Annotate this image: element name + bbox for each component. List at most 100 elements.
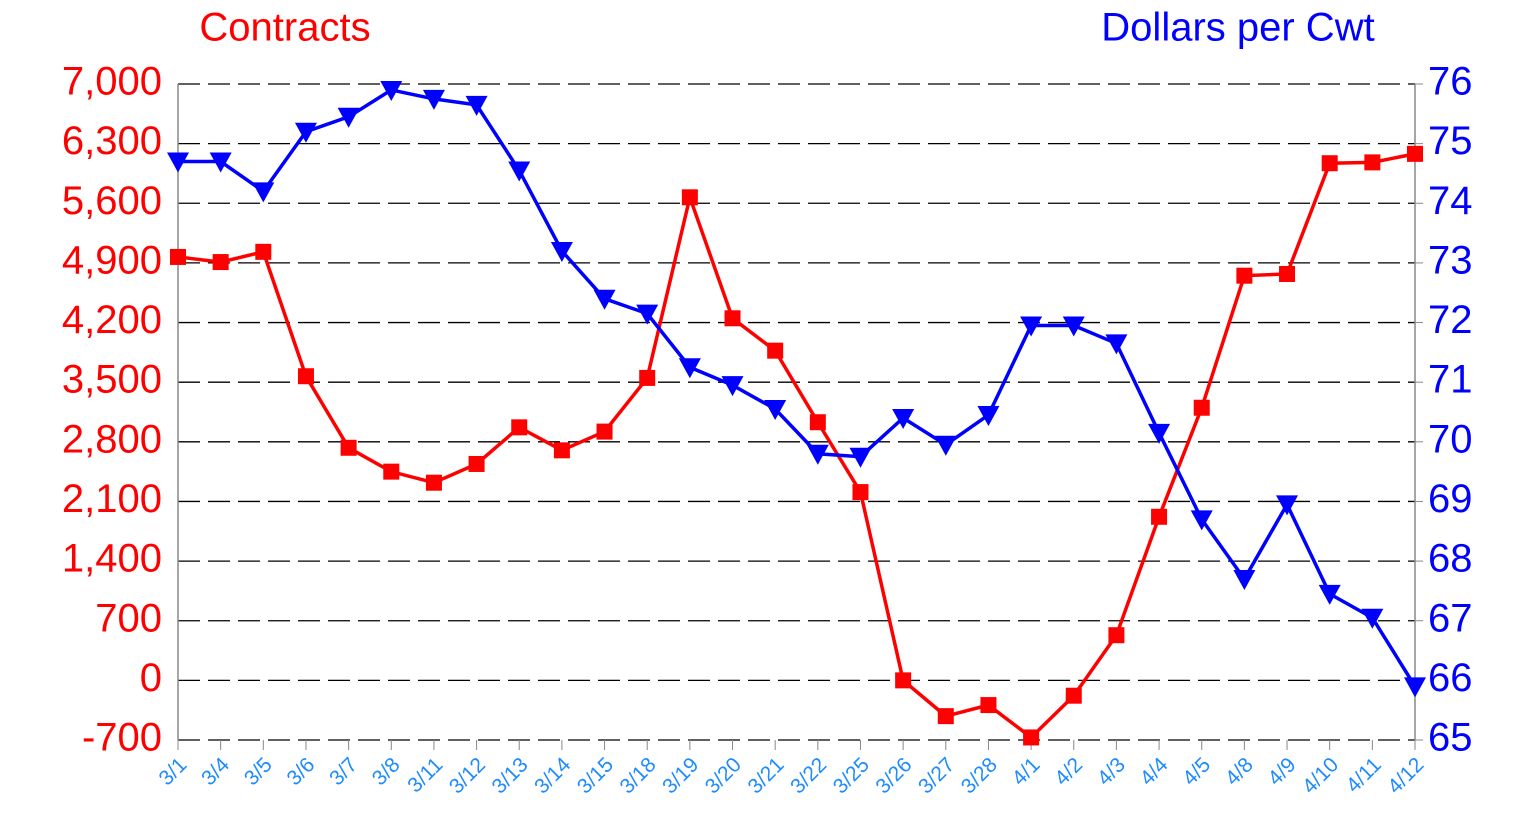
y2-tick-label: 69 [1428,477,1473,521]
y-tick-label: 7,000 [62,60,162,104]
marker [425,474,442,491]
marker [849,447,872,468]
marker [294,122,317,143]
x-tick-label: 4/3 [1093,753,1130,790]
y2-axis-title: Dollars per Cwt [1101,6,1374,50]
x-tick-label: 4/9 [1264,753,1301,790]
marker [636,304,659,325]
series-line [178,88,1417,688]
y2-tick-label: 73 [1428,238,1473,282]
x-tick-label: 4/10 [1298,753,1343,798]
marker [297,368,314,385]
x-tick-label: 4/8 [1221,753,1258,790]
x-tick-label: 3/26 [871,753,916,798]
y-tick-label: 4,900 [62,238,162,282]
marker [1279,265,1296,282]
marker [1062,316,1085,337]
x-tick-label: 3/25 [829,753,874,798]
marker [1404,677,1426,698]
marker [383,463,400,480]
marker [252,182,275,203]
x-tick-label: 4/4 [1136,753,1173,790]
marker [767,342,784,359]
y-tick-label: -700 [82,716,162,760]
x-tick-label: 3/19 [658,753,703,798]
marker [977,405,1000,426]
y-tick-label: 1,400 [62,537,162,581]
marker [721,376,744,397]
marker [1148,423,1171,444]
marker [1108,627,1125,644]
marker [1318,584,1341,605]
marker [593,289,616,310]
marker [167,152,189,173]
marker [764,400,787,421]
marker [380,80,403,101]
x-tick-label: 3/28 [957,753,1002,798]
marker [724,310,741,327]
marker [468,455,485,472]
marker [1233,569,1256,590]
y2-tick-label: 72 [1428,298,1473,342]
marker [553,442,570,459]
marker [1361,608,1384,629]
marker [1193,399,1210,416]
marker [255,243,272,260]
y2-tick-label: 66 [1428,656,1473,700]
marker [337,107,360,128]
y2-tick-label: 67 [1428,596,1473,640]
marker [465,95,488,116]
x-tick-label: 4/1 [1008,753,1045,790]
x-tick-label: 3/27 [914,753,959,798]
marker [1020,316,1043,337]
y-tick-label: 4,200 [62,298,162,342]
y-tick-label: 6,300 [62,119,162,163]
marker [511,419,528,436]
x-tick-label: 3/5 [240,753,277,790]
x-tick-label: 3/20 [701,753,746,798]
marker [895,672,912,689]
x-tick-label: 3/22 [786,753,831,798]
marker [550,241,573,262]
y-tick-label: 5,600 [62,179,162,223]
marker [1151,508,1168,525]
marker [1321,155,1338,172]
y-tick-label: 3,500 [62,358,162,402]
x-tick-label: 3/4 [197,753,234,790]
marker [1364,154,1381,171]
y2-tick-label: 65 [1428,716,1473,760]
y-tick-label: 0 [140,656,162,700]
y2-tick-label: 71 [1428,358,1473,402]
marker [596,423,613,440]
y2-tick-label: 74 [1428,179,1473,223]
x-tick-label: 4/5 [1178,753,1215,790]
marker [170,248,186,265]
marker [892,408,915,429]
x-tick-label: 3/15 [573,753,618,798]
x-tick-label: 3/18 [615,753,660,798]
marker [678,358,701,379]
marker [508,161,531,182]
marker [639,369,656,386]
marker [1407,145,1423,162]
marker [1065,687,1082,704]
marker [1276,495,1299,516]
marker [934,435,957,456]
marker [980,697,997,714]
y2-tick-label: 76 [1428,60,1473,104]
marker [1105,334,1128,355]
x-tick-label: 3/7 [325,753,362,790]
marker [681,189,698,206]
x-tick-label: 4/11 [1342,753,1386,797]
marker [209,152,232,173]
y-tick-label: 700 [95,596,162,640]
marker [1190,510,1213,531]
x-tick-label: 3/6 [283,753,320,790]
marker [422,89,445,110]
x-tick-label: 4/12 [1383,753,1428,798]
x-tick-label: 3/13 [488,753,533,798]
x-tick-label: 4/2 [1050,753,1087,790]
marker [212,254,229,271]
y2-tick-label: 75 [1428,119,1473,163]
